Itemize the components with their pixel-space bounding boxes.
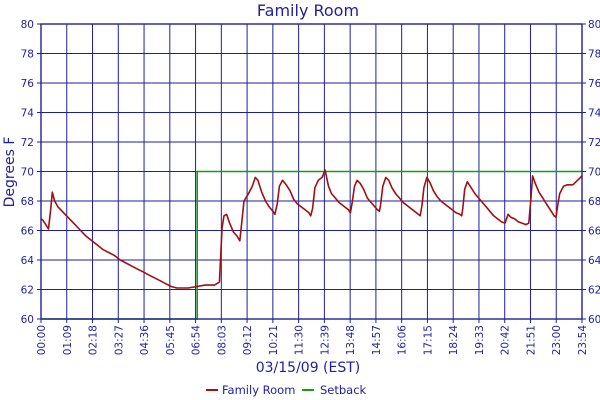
y-tick-label-left: 62 xyxy=(21,285,34,297)
y-tick-label-right: 66 xyxy=(588,226,600,238)
y-tick-label-right: 70 xyxy=(588,167,600,179)
y-tick-label-left: 80 xyxy=(21,19,34,31)
y-axis-title: Degrees F xyxy=(2,137,18,208)
y-tick-label-left: 66 xyxy=(21,226,35,238)
y-tick-label-right: 60 xyxy=(588,314,600,326)
x-tick-label: 02:18 xyxy=(88,325,100,355)
y-tick-label-left: 78 xyxy=(21,49,34,61)
x-tick-label: 16:06 xyxy=(397,325,409,356)
legend-label-family-room: Family Room xyxy=(222,383,295,397)
chart-title: Family Room xyxy=(257,1,359,20)
x-tick-label: 09:12 xyxy=(242,325,254,355)
x-tick-label: 14:57 xyxy=(371,325,383,355)
y-tick-label-right: 64 xyxy=(588,255,600,267)
x-tick-label: 04:36 xyxy=(139,325,151,356)
x-tick-label: 08:03 xyxy=(216,325,228,355)
y-axis-right-ticks: 60 62 64 66 68 70 72 74 76 78 80 xyxy=(582,19,600,326)
x-tick-label: 01:09 xyxy=(62,325,74,355)
y-tick-label-right: 68 xyxy=(588,196,600,208)
y-tick-label-right: 76 xyxy=(588,78,600,90)
y-tick-label-left: 64 xyxy=(21,255,35,267)
y-tick-label-left: 70 xyxy=(21,167,34,179)
y-tick-label-left: 68 xyxy=(21,196,34,208)
y-tick-label-left: 74 xyxy=(21,108,35,120)
x-tick-label: 20:42 xyxy=(500,325,512,355)
x-axis-ticks: 00:00 01:09 02:18 03:27 04:36 05:45 06:54 08:03… xyxy=(36,319,589,355)
x-tick-label: 17:15 xyxy=(422,325,434,355)
x-tick-label: 05:45 xyxy=(165,325,177,355)
x-tick-label: 11:30 xyxy=(294,325,306,355)
x-tick-label: 00:00 xyxy=(36,325,48,355)
x-tick-label: 12:39 xyxy=(319,325,331,355)
y-tick-label-right: 80 xyxy=(588,19,600,31)
x-tick-label: 21:51 xyxy=(525,325,537,355)
x-tick-label: 03:27 xyxy=(113,325,125,355)
legend-label-setback: Setback xyxy=(320,383,367,397)
series-line-family-room xyxy=(40,169,583,289)
y-tick-label-left: 76 xyxy=(21,78,35,90)
y-tick-label-right: 78 xyxy=(588,49,600,61)
x-tick-label: 19:33 xyxy=(474,325,486,355)
x-tick-label: 13:48 xyxy=(345,325,357,355)
y-tick-label-right: 72 xyxy=(588,137,600,149)
x-tick-label: 23:00 xyxy=(551,325,563,355)
y-tick-label-right: 62 xyxy=(588,285,600,297)
legend: Family Room Setback xyxy=(206,383,367,397)
x-tick-label: 10:21 xyxy=(268,325,280,355)
y-tick-label-left: 72 xyxy=(21,137,34,149)
x-tick-label: 06:54 xyxy=(191,325,203,356)
x-axis-title: 03/15/09 (EST) xyxy=(256,360,361,376)
x-tick-label: 18:24 xyxy=(448,325,460,356)
x-tick-label: 23:54 xyxy=(577,325,589,356)
y-tick-label-left: 60 xyxy=(21,314,34,326)
y-tick-label-right: 74 xyxy=(588,108,600,120)
y-axis-left-ticks: 60 62 64 66 68 70 72 74 76 78 80 xyxy=(21,19,41,326)
